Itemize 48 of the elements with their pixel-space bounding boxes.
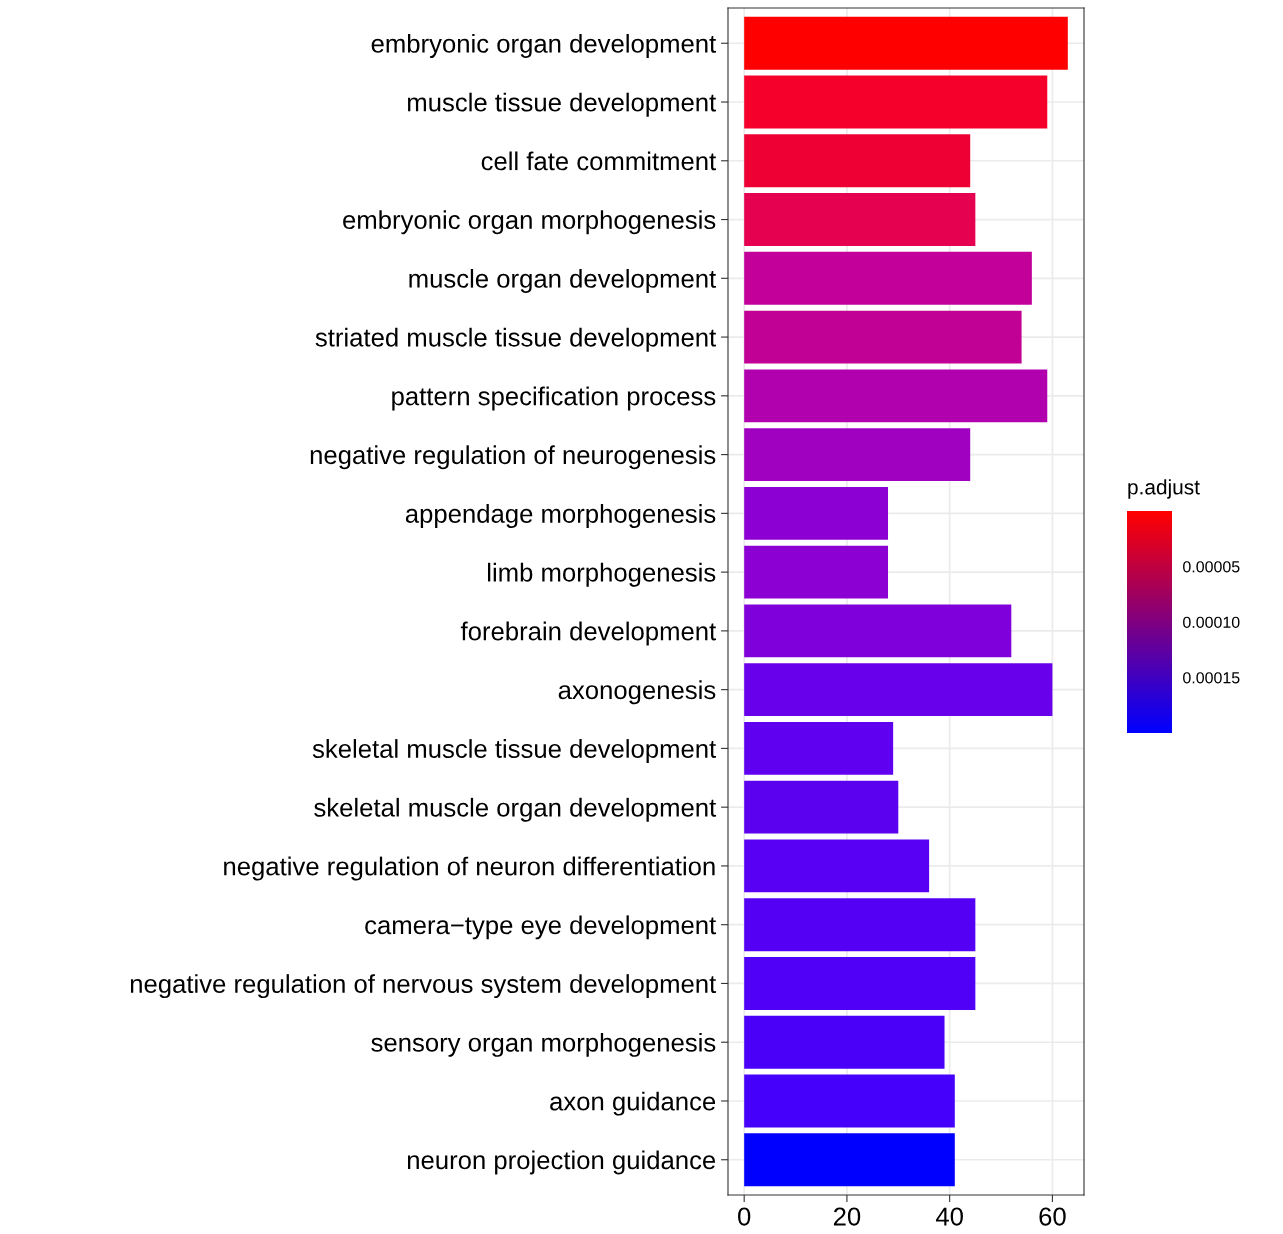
x-tick-label: 20 [833, 1207, 861, 1226]
color-bar-label: 0.00015 [1183, 672, 1240, 684]
y-tick-label: striated muscle tissue development [315, 327, 717, 352]
y-tick-label: muscle organ development [409, 269, 717, 293]
y-tick-label: embryonic organ development [371, 33, 717, 58]
bar [744, 1133, 955, 1187]
y-tick-label: camera−type eye development [365, 915, 717, 940]
bar [744, 251, 1032, 305]
bar [744, 1015, 945, 1069]
bar [744, 486, 889, 540]
x-tick-label: 0 [738, 1207, 751, 1226]
bar [744, 898, 976, 952]
bar [744, 134, 971, 188]
color-bar-title: p.adjust [1128, 479, 1200, 499]
x-tick-label: 40 [935, 1207, 963, 1226]
y-tick-label: appendage morphogenesis [405, 504, 716, 528]
y-tick-label: negative regulation of neuron differentiation [224, 856, 715, 881]
y-tick-label: muscle tissue development [408, 92, 717, 117]
y-tick-label: sensory organ morphogenesis [371, 1032, 716, 1057]
bar [744, 545, 889, 599]
bar [744, 193, 976, 246]
color-bar-label: 0.00005 [1183, 561, 1240, 573]
bar [744, 604, 1012, 658]
bar [744, 839, 930, 893]
y-tick-label: axonogenesis [558, 680, 716, 705]
y-tick-label: embryonic organ morphogenesis [343, 210, 716, 235]
bar [744, 1074, 955, 1128]
y-tick-label: pattern specification process [392, 386, 716, 411]
y-tick-label: axon guidance [550, 1091, 716, 1116]
color-bar-label: 0.00010 [1183, 616, 1240, 628]
y-tick-label: negative regulation of nervous system development [130, 974, 717, 999]
y-tick-label: cell fate commitment [481, 151, 717, 171]
bar [744, 369, 1048, 423]
y-tick-label: neuron projection guidance [407, 1150, 716, 1175]
bar [744, 780, 899, 834]
bar [744, 16, 1068, 70]
bar [744, 957, 976, 1010]
y-tick-label: negative regulation of neurogenesis [310, 445, 716, 470]
y-tick-label: skeletal muscle tissue development [312, 739, 717, 764]
y-tick-label: forebrain development [460, 621, 717, 646]
y-tick-label: skeletal muscle organ development [314, 797, 717, 822]
bar [744, 75, 1048, 129]
y-tick-label: limb morphogenesis [488, 562, 716, 587]
bar [744, 663, 1053, 717]
bar [744, 428, 971, 482]
x-tick-label: 60 [1039, 1207, 1066, 1226]
bar [744, 310, 1022, 364]
bar [744, 721, 894, 775]
